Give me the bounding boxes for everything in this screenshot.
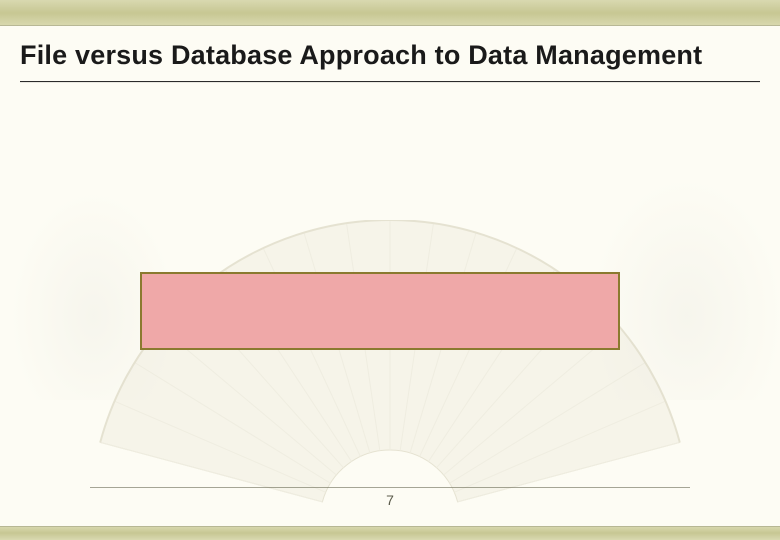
ink-wash-overlay (0, 120, 780, 400)
highlight-box (140, 272, 620, 350)
page-number-rule (90, 487, 690, 488)
page-title: File versus Database Approach to Data Ma… (0, 40, 780, 77)
page-number: 7 (386, 492, 394, 508)
title-underline (20, 81, 760, 83)
top-band (0, 0, 780, 26)
slide: File versus Database Approach to Data Ma… (0, 0, 780, 540)
page-number-area: 7 (0, 487, 780, 510)
title-area: File versus Database Approach to Data Ma… (0, 40, 780, 83)
bottom-band (0, 526, 780, 540)
fan-decoration (50, 220, 730, 520)
